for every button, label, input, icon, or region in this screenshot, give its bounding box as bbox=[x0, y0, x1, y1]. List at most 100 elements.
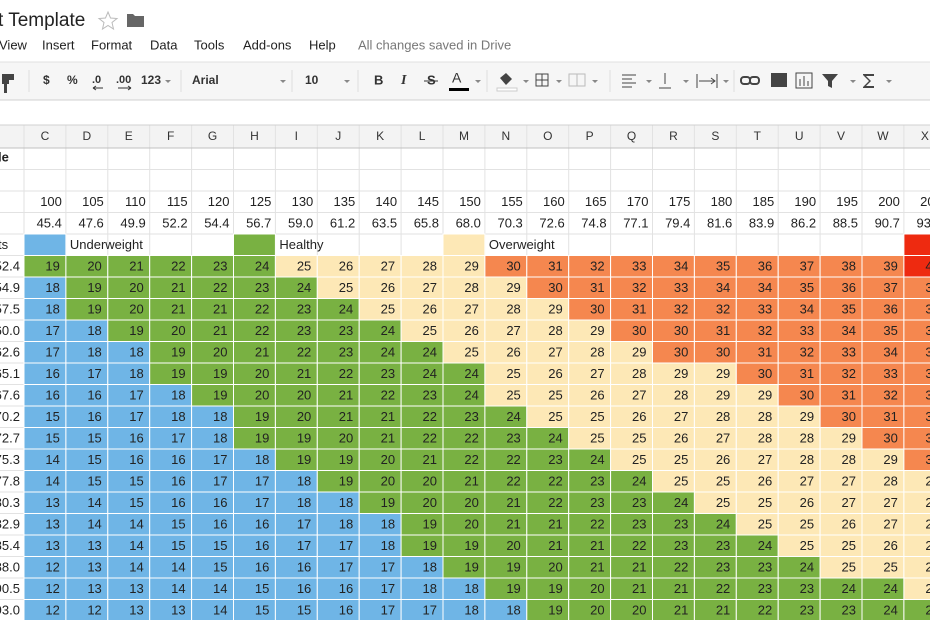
bmi-value: 26 bbox=[758, 474, 772, 489]
functions-icon[interactable] bbox=[863, 74, 874, 88]
menu-item[interactable]: Format bbox=[91, 37, 133, 52]
borders-icon[interactable] bbox=[535, 73, 549, 87]
bmi-value: 29 bbox=[758, 388, 772, 403]
bmi-value: 21 bbox=[590, 538, 604, 553]
bmi-value: 15 bbox=[45, 409, 59, 424]
currency-button[interactable]: $ bbox=[43, 73, 50, 87]
bmi-value: 17 bbox=[213, 452, 227, 467]
align-icon[interactable] bbox=[622, 74, 636, 88]
bmi-value: 27 bbox=[674, 409, 688, 424]
fill-color-icon[interactable] bbox=[500, 73, 512, 85]
bmi-value: 28 bbox=[632, 366, 646, 381]
kilograms-header: 74.8 bbox=[581, 216, 606, 231]
height-label: 152.4 bbox=[0, 259, 20, 274]
bmi-value: 36 bbox=[842, 280, 856, 295]
increase-decimals-button[interactable]: .00 bbox=[116, 74, 131, 86]
filter-icon[interactable] bbox=[822, 74, 838, 88]
bmi-value: 21 bbox=[548, 517, 562, 532]
bmi-value: 34 bbox=[758, 280, 772, 295]
bmi-value: 31 bbox=[800, 366, 814, 381]
bmi-value: 17 bbox=[339, 560, 353, 575]
italic-button[interactable]: I bbox=[400, 73, 407, 88]
bmi-value: 30 bbox=[674, 323, 688, 338]
valign-icon[interactable] bbox=[659, 73, 671, 89]
menu-item[interactable]: Data bbox=[150, 37, 178, 52]
bmi-value: 22 bbox=[464, 431, 478, 446]
bmi-value: 26 bbox=[381, 280, 395, 295]
menu-item[interactable]: Tools bbox=[194, 37, 225, 52]
bmi-value: 21 bbox=[632, 560, 646, 575]
bold-button[interactable]: B bbox=[374, 72, 383, 87]
menu-item[interactable]: Insert bbox=[42, 37, 75, 52]
bmi-value: 19 bbox=[464, 538, 478, 553]
bmi-value: 14 bbox=[87, 517, 101, 532]
bmi-value: 30 bbox=[925, 452, 930, 467]
bmi-value: 20 bbox=[129, 280, 143, 295]
dropdown-arrows bbox=[475, 80, 892, 83]
menu-item[interactable]: Help bbox=[309, 37, 336, 52]
bmi-value: 28 bbox=[758, 431, 772, 446]
star-icon[interactable] bbox=[97, 10, 119, 31]
bmi-value: 24 bbox=[339, 302, 353, 317]
pounds-header: 185 bbox=[752, 194, 774, 209]
bmi-value: 28 bbox=[590, 345, 604, 360]
bmi-value: 14 bbox=[129, 538, 143, 553]
bmi-value: 18 bbox=[506, 603, 520, 618]
column-header: K bbox=[376, 129, 384, 143]
bmi-value: 23 bbox=[464, 409, 478, 424]
bmi-value: 40 bbox=[925, 259, 930, 274]
percent-button[interactable]: % bbox=[67, 73, 78, 87]
bmi-value: 25 bbox=[758, 495, 772, 510]
pounds-header: 155 bbox=[501, 194, 523, 209]
bmi-value: 19 bbox=[548, 603, 562, 618]
bmi-value: 15 bbox=[255, 581, 269, 596]
bmi-value: 23 bbox=[758, 560, 772, 575]
bmi-value: 27 bbox=[632, 388, 646, 403]
menu-item[interactable]: Add-ons bbox=[243, 37, 292, 52]
folder-icon[interactable] bbox=[127, 14, 144, 27]
menu-item[interactable]: View bbox=[0, 37, 28, 52]
link-icon[interactable] bbox=[740, 76, 760, 85]
bmi-value: 18 bbox=[339, 517, 353, 532]
toolbar bbox=[0, 62, 930, 100]
bmi-value: 20 bbox=[548, 560, 562, 575]
merge-icon[interactable] bbox=[568, 73, 586, 87]
kilograms-header: 70.3 bbox=[497, 216, 522, 231]
bmi-value: 34 bbox=[674, 259, 688, 274]
bmi-value: 28 bbox=[800, 431, 814, 446]
strikethrough-button[interactable]: S bbox=[427, 72, 436, 87]
bmi-value: 14 bbox=[87, 495, 101, 510]
bmi-value: 20 bbox=[171, 323, 185, 338]
font-size-dropdown[interactable]: 10 bbox=[305, 73, 319, 87]
text-color-button[interactable]: A bbox=[452, 70, 462, 86]
height-label: 165.1 bbox=[0, 366, 20, 381]
bmi-value: 21 bbox=[339, 409, 353, 424]
number-format-button[interactable]: 123 bbox=[141, 73, 161, 87]
bmi-value: 18 bbox=[423, 560, 437, 575]
bmi-value: 21 bbox=[548, 538, 562, 553]
column-header: J bbox=[335, 129, 341, 143]
bmi-value: 17 bbox=[87, 366, 101, 381]
bmi-value: 20 bbox=[506, 538, 520, 553]
bmi-value: 30 bbox=[758, 366, 772, 381]
document-title[interactable]: t Template bbox=[0, 10, 85, 31]
pounds-header: 165 bbox=[585, 194, 607, 209]
bmi-value: 16 bbox=[45, 388, 59, 403]
comment-icon[interactable] bbox=[771, 73, 787, 87]
bmi-value: 13 bbox=[45, 538, 59, 553]
wrap-icon[interactable] bbox=[696, 74, 718, 88]
bmi-value: 26 bbox=[925, 560, 930, 575]
bmi-value: 23 bbox=[800, 581, 814, 596]
font-dropdown[interactable]: Arial bbox=[192, 73, 219, 87]
paint-format-icon[interactable] bbox=[2, 74, 14, 93]
bmi-value: 18 bbox=[297, 495, 311, 510]
bmi-value: 24 bbox=[464, 388, 478, 403]
pounds-header: 100 bbox=[40, 194, 62, 209]
chart-icon[interactable] bbox=[795, 72, 813, 89]
decrease-decimals-button[interactable]: .0 bbox=[92, 74, 101, 86]
bmi-value: 13 bbox=[129, 603, 143, 618]
bmi-value: 25 bbox=[716, 495, 730, 510]
bmi-value: 27 bbox=[883, 495, 897, 510]
legend-label: Underweight bbox=[70, 237, 143, 252]
